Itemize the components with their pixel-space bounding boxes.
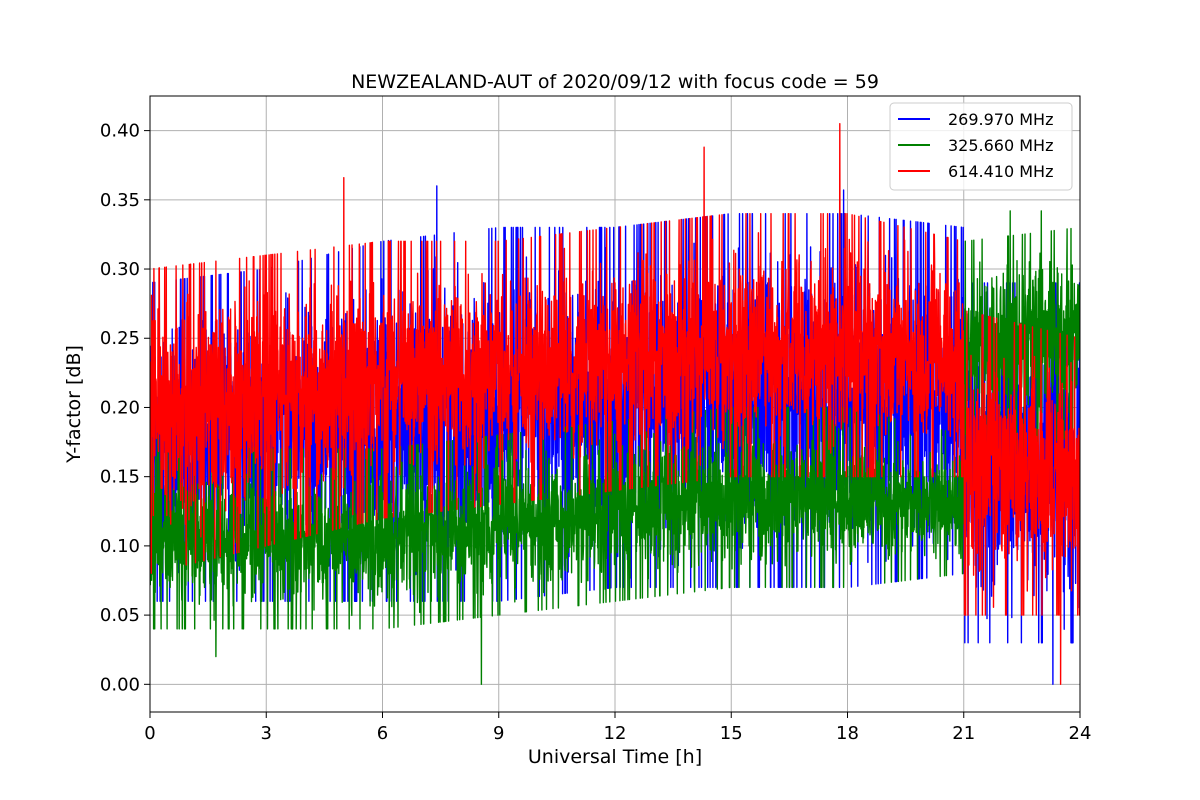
x-tick-label: 0 bbox=[144, 723, 155, 744]
y-tick-label: 0.20 bbox=[100, 397, 140, 418]
x-tick-label: 21 bbox=[952, 723, 975, 744]
y-tick-label: 0.00 bbox=[100, 674, 140, 695]
y-tick-label: 0.30 bbox=[100, 259, 140, 280]
y-tick-label: 0.35 bbox=[100, 190, 140, 211]
y-tick-label: 0.25 bbox=[100, 328, 140, 349]
x-tick-label: 24 bbox=[1069, 723, 1092, 744]
y-tick-label: 0.05 bbox=[100, 605, 140, 626]
legend: 269.970 MHz 325.660 MHz 614.410 MHz bbox=[889, 102, 1073, 191]
plot-data bbox=[150, 123, 1080, 685]
legend-label: 269.970 MHz bbox=[948, 110, 1053, 129]
y-tick-label: 0.40 bbox=[100, 121, 140, 142]
series-group bbox=[150, 123, 1080, 685]
x-tick-label: 15 bbox=[720, 723, 743, 744]
x-tick-label: 12 bbox=[604, 723, 627, 744]
legend-label: 325.660 MHz bbox=[948, 136, 1053, 155]
y-axis-label: Y-factor [dB] bbox=[63, 345, 85, 464]
legend-label: 614.410 MHz bbox=[948, 162, 1053, 181]
ticks: 0 3 6 9 12 15 18 21 24 0.00 0.05 0.10 0.15 0.20 0.25 0.… bbox=[100, 121, 1092, 744]
y-tick-label: 0.15 bbox=[100, 467, 140, 488]
x-axis-label: Universal Time [h] bbox=[528, 746, 702, 768]
series-line bbox=[150, 185, 1080, 685]
x-tick-label: 18 bbox=[836, 723, 859, 744]
y-tick-label: 0.10 bbox=[100, 536, 140, 557]
x-tick-label: 3 bbox=[261, 723, 272, 744]
chart-title: NEWZEALAND-AUT of 2020/09/12 with focus … bbox=[351, 71, 879, 93]
series-line bbox=[150, 210, 1080, 685]
legend-box bbox=[889, 102, 1073, 191]
series-line bbox=[150, 123, 1080, 685]
x-tick-label: 9 bbox=[493, 723, 504, 744]
x-tick-label: 6 bbox=[377, 723, 388, 744]
